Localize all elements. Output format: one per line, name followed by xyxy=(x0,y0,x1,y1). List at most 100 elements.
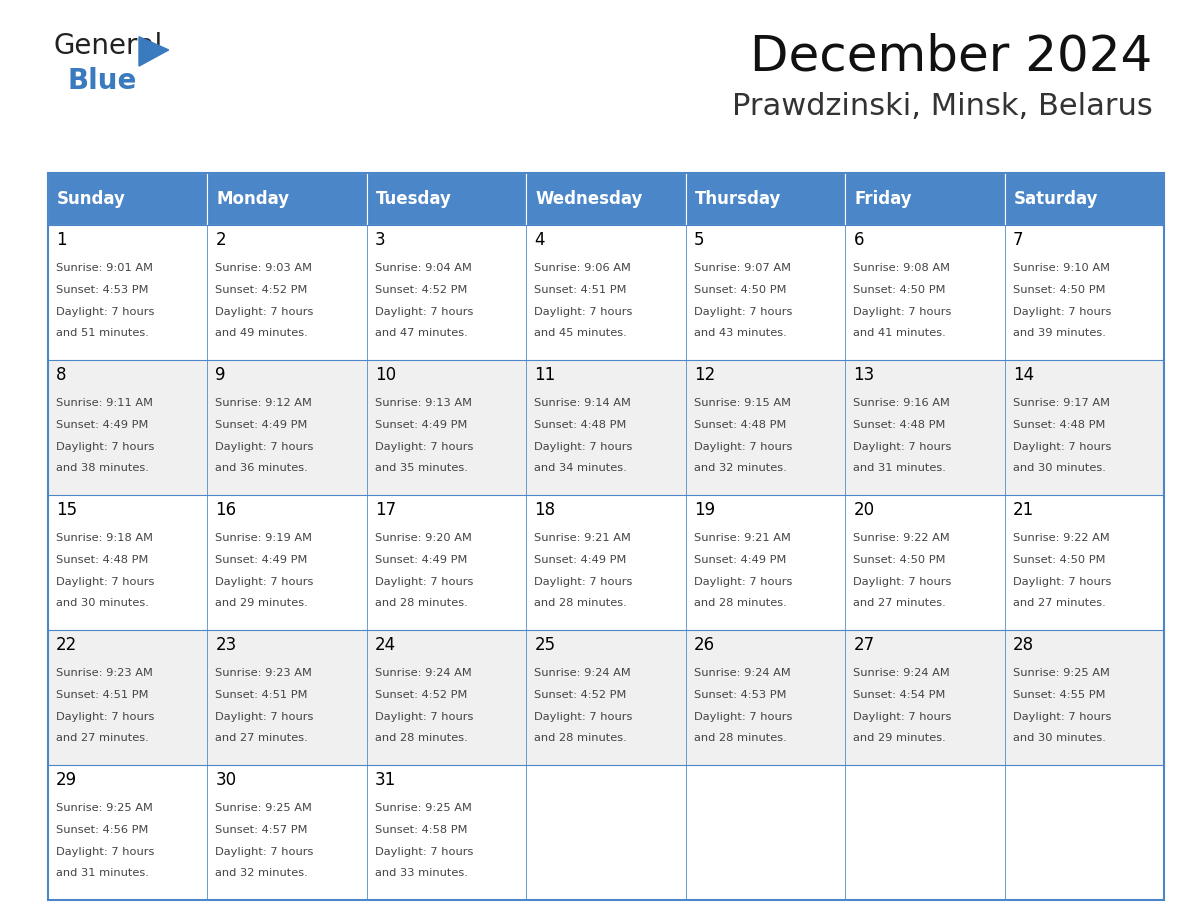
Text: 27: 27 xyxy=(853,636,874,655)
Text: Daylight: 7 hours: Daylight: 7 hours xyxy=(853,442,952,452)
Text: Sunset: 4:48 PM: Sunset: 4:48 PM xyxy=(853,420,946,430)
Text: Sunset: 4:51 PM: Sunset: 4:51 PM xyxy=(215,690,308,700)
Text: Sunset: 4:55 PM: Sunset: 4:55 PM xyxy=(1013,690,1106,700)
Text: 1: 1 xyxy=(56,231,67,250)
Text: Monday: Monday xyxy=(216,190,290,207)
Text: 22: 22 xyxy=(56,636,77,655)
Text: Daylight: 7 hours: Daylight: 7 hours xyxy=(853,711,952,722)
Text: Sunrise: 9:24 AM: Sunrise: 9:24 AM xyxy=(853,668,950,678)
Text: Daylight: 7 hours: Daylight: 7 hours xyxy=(694,307,792,317)
Text: Sunset: 4:58 PM: Sunset: 4:58 PM xyxy=(375,825,467,834)
Text: General: General xyxy=(53,32,163,61)
Text: Sunset: 4:49 PM: Sunset: 4:49 PM xyxy=(535,555,627,565)
Text: 23: 23 xyxy=(215,636,236,655)
Text: 11: 11 xyxy=(535,366,556,385)
Text: Daylight: 7 hours: Daylight: 7 hours xyxy=(215,442,314,452)
Bar xyxy=(685,630,845,765)
Text: 31: 31 xyxy=(375,771,396,789)
Text: Sunset: 4:52 PM: Sunset: 4:52 PM xyxy=(375,285,467,295)
Text: Daylight: 7 hours: Daylight: 7 hours xyxy=(853,307,952,317)
Text: Sunset: 4:50 PM: Sunset: 4:50 PM xyxy=(1013,285,1106,295)
Text: and 28 minutes.: and 28 minutes. xyxy=(375,599,468,609)
Text: and 31 minutes.: and 31 minutes. xyxy=(853,464,947,474)
Text: Sunrise: 9:11 AM: Sunrise: 9:11 AM xyxy=(56,398,153,409)
Text: Sunrise: 9:12 AM: Sunrise: 9:12 AM xyxy=(215,398,312,409)
Text: Sunrise: 9:23 AM: Sunrise: 9:23 AM xyxy=(215,668,312,678)
Text: Sunrise: 9:21 AM: Sunrise: 9:21 AM xyxy=(535,533,631,543)
Text: 17: 17 xyxy=(375,501,396,520)
Text: 3: 3 xyxy=(375,231,386,250)
Text: Sunrise: 9:25 AM: Sunrise: 9:25 AM xyxy=(215,803,312,813)
Text: 29: 29 xyxy=(56,771,77,789)
Text: Sunrise: 9:04 AM: Sunrise: 9:04 AM xyxy=(375,263,472,274)
Text: Tuesday: Tuesday xyxy=(377,190,451,207)
Text: Thursday: Thursday xyxy=(695,190,782,207)
Text: Daylight: 7 hours: Daylight: 7 hours xyxy=(535,307,633,317)
Text: Daylight: 7 hours: Daylight: 7 hours xyxy=(215,577,314,587)
Text: Saturday: Saturday xyxy=(1015,190,1099,207)
Bar xyxy=(367,173,526,225)
Text: Prawdzinski, Minsk, Belarus: Prawdzinski, Minsk, Belarus xyxy=(732,92,1152,121)
Bar xyxy=(207,630,367,765)
Text: and 28 minutes.: and 28 minutes. xyxy=(694,733,786,744)
Text: Sunrise: 9:24 AM: Sunrise: 9:24 AM xyxy=(694,668,791,678)
Text: Sunrise: 9:01 AM: Sunrise: 9:01 AM xyxy=(56,263,153,274)
Text: Sunrise: 9:15 AM: Sunrise: 9:15 AM xyxy=(694,398,791,409)
Text: Sunset: 4:54 PM: Sunset: 4:54 PM xyxy=(853,690,946,700)
Text: Daylight: 7 hours: Daylight: 7 hours xyxy=(694,577,792,587)
Text: Sunset: 4:49 PM: Sunset: 4:49 PM xyxy=(56,420,148,430)
Text: Sunset: 4:56 PM: Sunset: 4:56 PM xyxy=(56,825,148,834)
Text: and 30 minutes.: and 30 minutes. xyxy=(1013,464,1106,474)
Bar xyxy=(1005,630,1164,765)
Text: Sunset: 4:57 PM: Sunset: 4:57 PM xyxy=(215,825,308,834)
Text: Sunrise: 9:25 AM: Sunrise: 9:25 AM xyxy=(375,803,472,813)
Text: and 30 minutes.: and 30 minutes. xyxy=(56,599,148,609)
Text: and 28 minutes.: and 28 minutes. xyxy=(535,599,627,609)
Text: Blue: Blue xyxy=(68,67,137,95)
Text: and 41 minutes.: and 41 minutes. xyxy=(853,329,947,339)
Text: Sunrise: 9:23 AM: Sunrise: 9:23 AM xyxy=(56,668,153,678)
Text: and 39 minutes.: and 39 minutes. xyxy=(1013,329,1106,339)
Bar xyxy=(685,765,845,900)
Text: December 2024: December 2024 xyxy=(750,32,1152,80)
Text: Sunrise: 9:10 AM: Sunrise: 9:10 AM xyxy=(1013,263,1110,274)
Text: 14: 14 xyxy=(1013,366,1034,385)
Bar xyxy=(48,630,207,765)
Text: Daylight: 7 hours: Daylight: 7 hours xyxy=(694,711,792,722)
Text: 20: 20 xyxy=(853,501,874,520)
Text: and 31 minutes.: and 31 minutes. xyxy=(56,868,148,879)
Text: Daylight: 7 hours: Daylight: 7 hours xyxy=(375,442,473,452)
Bar xyxy=(1005,765,1164,900)
Text: and 38 minutes.: and 38 minutes. xyxy=(56,464,148,474)
Text: Daylight: 7 hours: Daylight: 7 hours xyxy=(375,711,473,722)
Bar xyxy=(845,225,1005,360)
Text: 18: 18 xyxy=(535,501,556,520)
Text: 7: 7 xyxy=(1013,231,1024,250)
Text: Daylight: 7 hours: Daylight: 7 hours xyxy=(215,711,314,722)
Bar xyxy=(526,765,685,900)
Text: Sunrise: 9:20 AM: Sunrise: 9:20 AM xyxy=(375,533,472,543)
Bar xyxy=(367,630,526,765)
Text: Daylight: 7 hours: Daylight: 7 hours xyxy=(853,577,952,587)
Text: Sunset: 4:50 PM: Sunset: 4:50 PM xyxy=(1013,555,1106,565)
Text: 2: 2 xyxy=(215,231,226,250)
Bar xyxy=(1005,173,1164,225)
Bar xyxy=(207,225,367,360)
Bar xyxy=(526,360,685,495)
Text: 26: 26 xyxy=(694,636,715,655)
Bar xyxy=(845,495,1005,630)
Bar xyxy=(685,360,845,495)
Text: and 27 minutes.: and 27 minutes. xyxy=(853,599,947,609)
Text: Daylight: 7 hours: Daylight: 7 hours xyxy=(1013,711,1112,722)
Text: Daylight: 7 hours: Daylight: 7 hours xyxy=(375,307,473,317)
Text: Sunset: 4:48 PM: Sunset: 4:48 PM xyxy=(56,555,148,565)
Text: 24: 24 xyxy=(375,636,396,655)
Bar xyxy=(207,173,367,225)
Text: Sunday: Sunday xyxy=(57,190,126,207)
Bar xyxy=(367,360,526,495)
Text: 12: 12 xyxy=(694,366,715,385)
Text: 21: 21 xyxy=(1013,501,1035,520)
Text: 19: 19 xyxy=(694,501,715,520)
Text: Sunrise: 9:17 AM: Sunrise: 9:17 AM xyxy=(1013,398,1110,409)
Bar xyxy=(1005,360,1164,495)
